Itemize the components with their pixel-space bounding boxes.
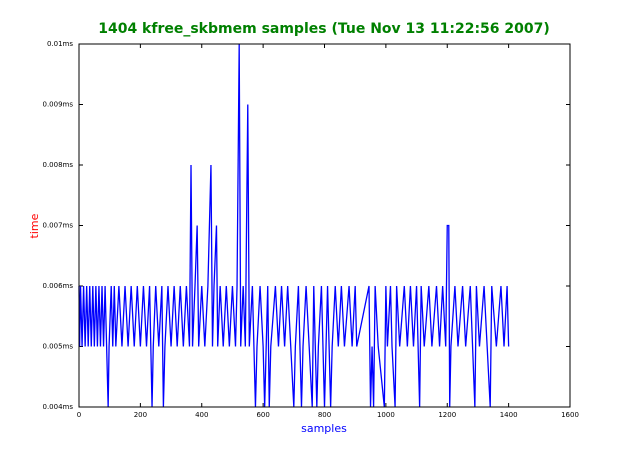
- y-tick-label: 0.008ms: [42, 161, 73, 169]
- x-tick-label: 600: [256, 411, 269, 419]
- x-tick-label: 200: [134, 411, 147, 419]
- x-tick-label: 400: [195, 411, 208, 419]
- y-tick-label: 0.007ms: [42, 222, 73, 230]
- x-tick-label: 800: [318, 411, 331, 419]
- x-tick-label: 1600: [561, 411, 579, 419]
- y-tick-label: 0.005ms: [42, 343, 73, 351]
- y-tick-label: 0.004ms: [42, 403, 73, 411]
- y-tick-label: 0.009ms: [42, 101, 73, 109]
- y-tick-label: 0.006ms: [42, 282, 73, 290]
- x-tick-label: 0: [77, 411, 81, 419]
- y-tick-label: 0.01ms: [47, 40, 73, 48]
- x-tick-label: 1200: [438, 411, 456, 419]
- data-line: [78, 43, 510, 408]
- y-axis-label: time: [28, 213, 41, 238]
- chart-title: 1404 kfree_skbmem samples (Tue Nov 13 11…: [98, 21, 550, 37]
- x-tick-label: 1400: [500, 411, 518, 419]
- plot-frame: [78, 43, 571, 408]
- x-axis-label: samples: [301, 422, 347, 435]
- x-tick-label: 1000: [377, 411, 395, 419]
